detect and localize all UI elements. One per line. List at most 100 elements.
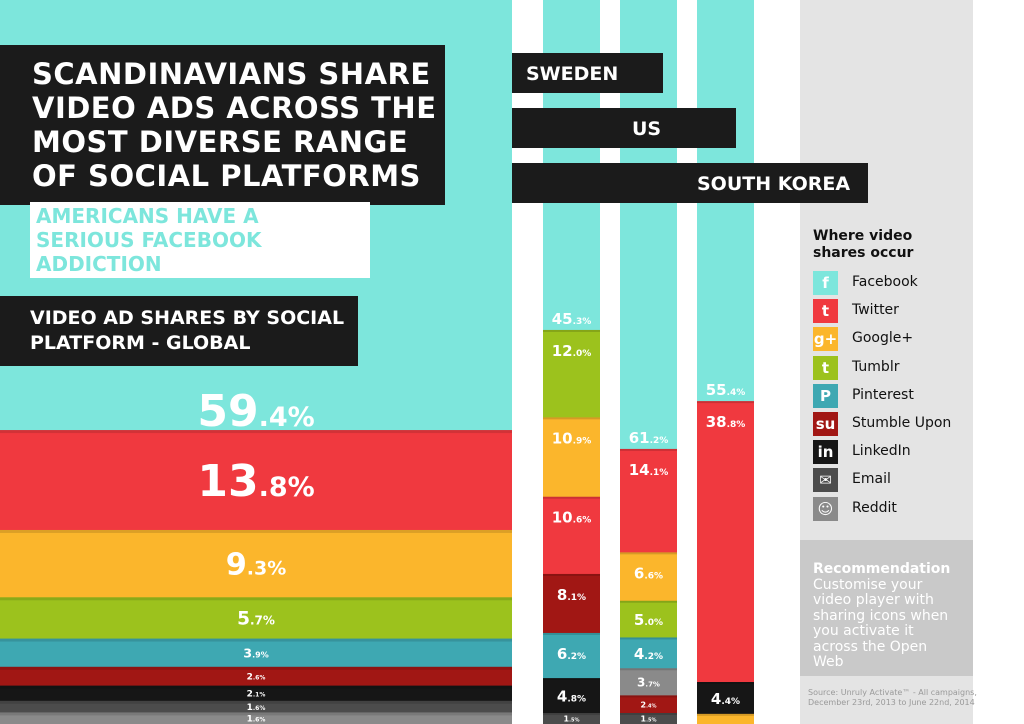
google-plus-icon: g+ xyxy=(813,327,838,352)
legend-label: Pinterest xyxy=(852,386,914,403)
us-label-reddit: 3.7% xyxy=(637,676,660,690)
sweden-bar-google--shade xyxy=(543,417,600,420)
recommendation-box: Recommendation Customise your video play… xyxy=(800,540,973,676)
south-korea-bar-twitter-shade xyxy=(697,401,754,404)
global-label-stumble-upon: 2.6% xyxy=(247,672,266,682)
legend-label: Tumblr xyxy=(852,358,900,375)
us-label-twitter: 14.1% xyxy=(629,461,669,479)
sweden-bar-linkedin xyxy=(543,678,600,714)
us-bar-email xyxy=(620,712,677,724)
sweden-bar-twitter-shade xyxy=(543,496,600,499)
sweden-label-google-: 10.9% xyxy=(552,429,592,447)
sweden-bar-stumble-upon-shade xyxy=(543,573,600,576)
sweden-label-facebook: 45.3% xyxy=(552,310,592,328)
us-label-tumblr: 5.0% xyxy=(634,611,663,629)
legend-label: Google+ xyxy=(852,330,914,347)
stumbleupon-icon: su xyxy=(813,412,838,436)
south-korea-label-twitter: 38.8% xyxy=(706,413,746,431)
pinterest-icon: P xyxy=(813,383,838,408)
global-bar-pinterest xyxy=(0,638,512,668)
south-korea-bar-twitter xyxy=(697,401,754,683)
recommendation-heading: Recommendation xyxy=(813,561,951,577)
global-bar-stumble-upon xyxy=(0,666,512,687)
us-bar-tumblr xyxy=(620,600,677,638)
legend-item-twitter: t Twitter xyxy=(813,299,973,324)
legend-label: Facebook xyxy=(852,274,918,290)
us-bar-reddit xyxy=(620,668,677,696)
facebook-icon: f xyxy=(813,271,838,295)
sweden-label-email: 1.5% xyxy=(564,715,580,724)
sweden-bar-email xyxy=(543,713,600,724)
legend-item-facebook: f Facebook xyxy=(813,271,973,295)
global-label-facebook: 59.4% xyxy=(197,386,314,437)
recommendation-text: Customise your video player with sharing… xyxy=(813,576,949,670)
us-bar-google--shade xyxy=(620,552,677,555)
us-bar-pinterest-shade xyxy=(620,637,677,640)
south-korea-label-facebook: 55.4% xyxy=(706,381,746,399)
sweden-label-stumble-upon: 8.1% xyxy=(557,586,586,604)
us-label-facebook: 61.2% xyxy=(629,429,669,447)
global-bar-linkedin xyxy=(0,685,512,702)
global-label-tumblr: 5.7% xyxy=(237,609,275,630)
us-bar-pinterest xyxy=(620,637,677,669)
global-bar-email-shade xyxy=(0,700,512,704)
global-bar-reddit-shade xyxy=(0,712,512,716)
global-chart-title: VIDEO AD SHARES BY SOCIAL PLATFORM - GLO… xyxy=(0,296,358,366)
us-bar-reddit-shade xyxy=(620,668,677,671)
legend-item-tumblr: t Tumblr xyxy=(813,355,973,380)
us-label-pinterest: 4.2% xyxy=(634,645,663,663)
country-tag-us: US xyxy=(512,108,736,148)
reddit-icon: ☺ xyxy=(813,496,838,521)
legend-item-email: ✉ Email xyxy=(813,468,973,493)
email-icon: ✉ xyxy=(813,468,838,493)
south-korea-bar-linkedin-shade xyxy=(697,682,754,685)
south-korea-bar-linkedin xyxy=(697,682,754,715)
global-bar-linkedin-shade xyxy=(0,685,512,689)
legend-label: Stumble Upon xyxy=(852,415,952,431)
country-tag-south-korea: SOUTH KOREA xyxy=(512,163,868,203)
sweden-bar-stumble-upon xyxy=(543,573,600,634)
legend-label: LinkedIn xyxy=(852,443,911,460)
legend-item-stumble-upon: su Stumble Upon xyxy=(813,412,973,436)
sweden-bar-linkedin-shade xyxy=(543,678,600,681)
sweden-bar-tumblr xyxy=(543,329,600,418)
global-label-pinterest: 3.9% xyxy=(243,645,268,660)
legend-item-pinterest: P Pinterest xyxy=(813,383,973,408)
legend-label: Email xyxy=(852,471,891,488)
us-bar-google- xyxy=(620,552,677,602)
global-bar-twitter-shade xyxy=(0,430,512,434)
global-bar-reddit xyxy=(0,712,512,724)
us-bar-tumblr-shade xyxy=(620,600,677,603)
sweden-bar-pinterest xyxy=(543,632,600,679)
global-label-twitter: 13.8% xyxy=(197,456,314,507)
global-bar-google--shade xyxy=(0,529,512,533)
us-label-email: 1.5% xyxy=(641,715,657,724)
south-korea-bar-google- xyxy=(697,713,754,724)
global-label-reddit: 1.6% xyxy=(247,714,266,724)
us-bar-stumble-upon-shade xyxy=(620,695,677,698)
legend-item-linkedin: in LinkedIn xyxy=(813,440,973,465)
sweden-bar-google- xyxy=(543,417,600,498)
us-bar-twitter-shade xyxy=(620,448,677,451)
us-bar-email-shade xyxy=(620,712,677,715)
sweden-label-tumblr: 12.0% xyxy=(552,342,592,360)
south-korea-bar-google--shade xyxy=(697,713,754,716)
global-label-email: 1.6% xyxy=(247,703,266,713)
us-bar-stumble-upon xyxy=(620,695,677,714)
sweden-bar-tumblr-shade xyxy=(543,329,600,332)
global-bar-tumblr xyxy=(0,597,512,640)
twitter-icon: t xyxy=(813,299,838,324)
headline-subtitle: AMERICANS HAVE A SERIOUS FACEBOOK ADDICT… xyxy=(30,202,370,278)
global-label-google-: 9.3% xyxy=(226,548,287,583)
global-bar-stumble-upon-shade xyxy=(0,666,512,670)
linkedin-icon: in xyxy=(813,440,838,465)
global-bar-pinterest-shade xyxy=(0,638,512,642)
legend-item-reddit: ☺ Reddit xyxy=(813,496,973,521)
sweden-label-linkedin: 4.8% xyxy=(557,688,586,706)
country-tag-sweden: SWEDEN xyxy=(512,53,663,93)
us-label-stumble-upon: 2.4% xyxy=(641,700,657,709)
sweden-label-twitter: 10.6% xyxy=(552,509,592,527)
sweden-bar-twitter xyxy=(543,496,600,575)
global-bar-google- xyxy=(0,529,512,598)
legend-label: Reddit xyxy=(852,499,897,516)
